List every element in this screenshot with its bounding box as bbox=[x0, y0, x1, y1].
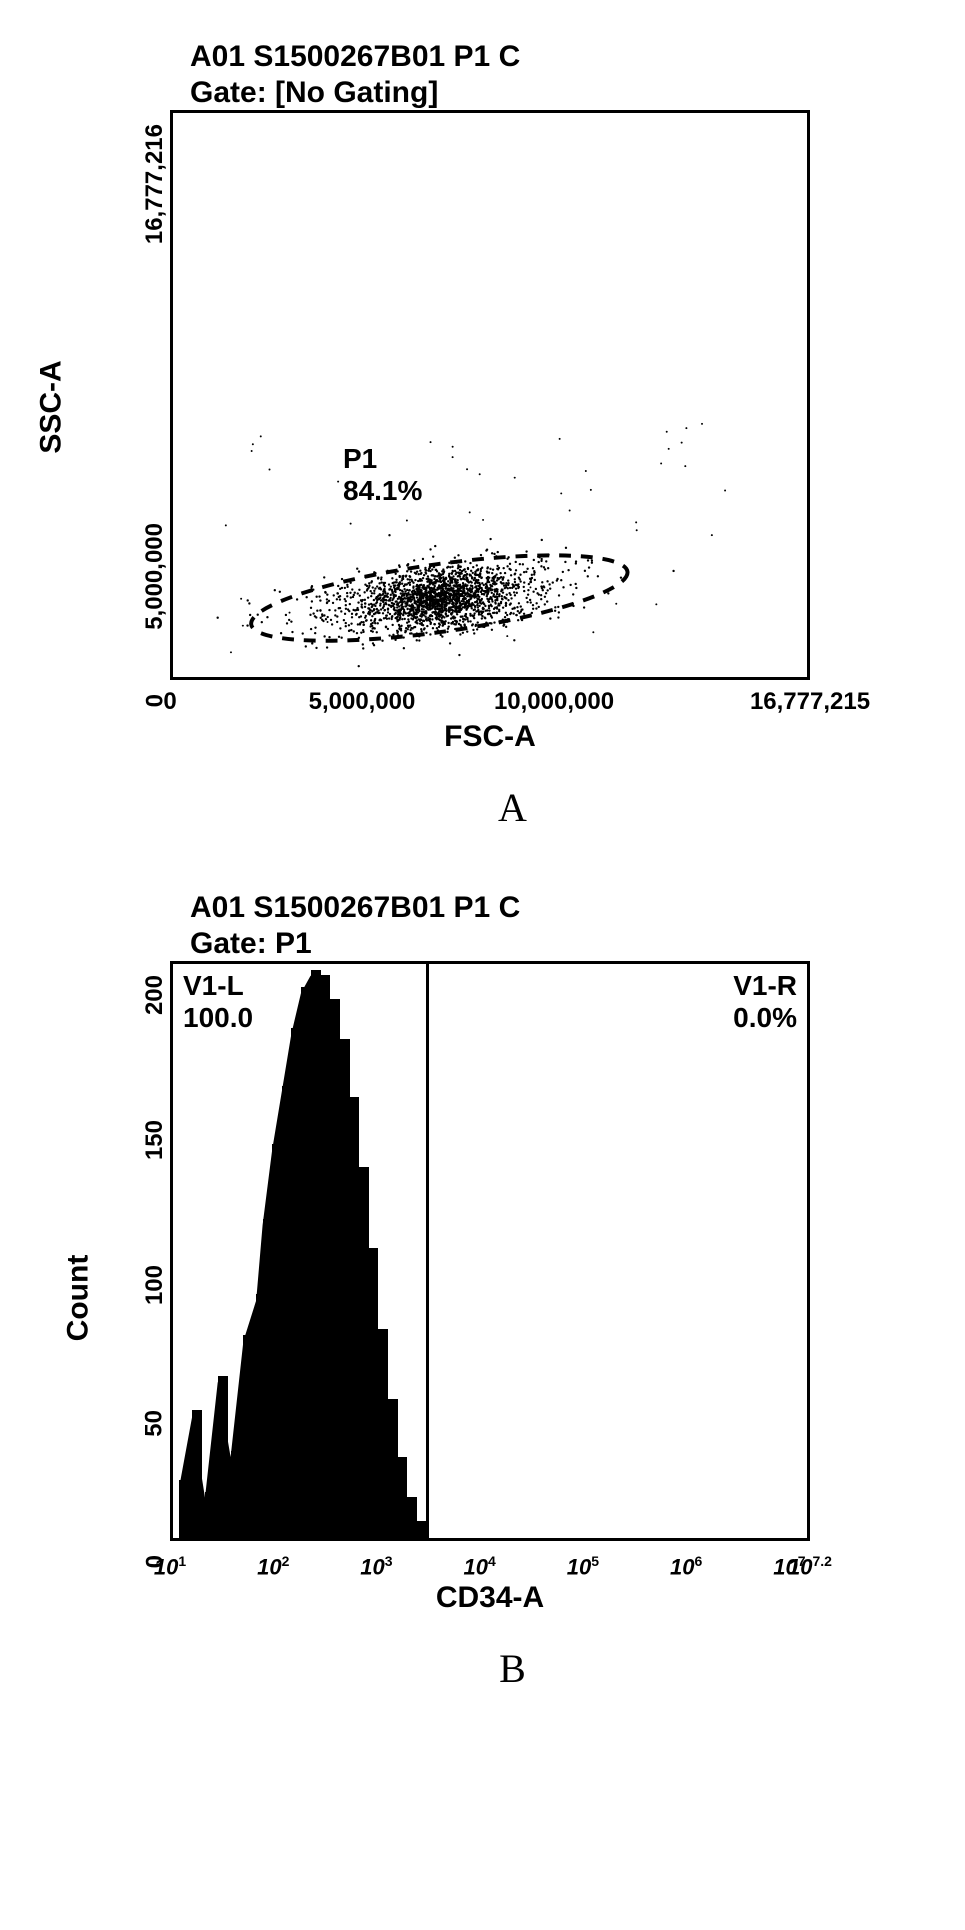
panel-a-plot-area: P1 84.1% bbox=[170, 110, 810, 680]
panel-b-xlabel: CD34-A bbox=[170, 1581, 810, 1615]
panel-a-xlabel: FSC-A bbox=[170, 720, 810, 754]
gate-ellipse bbox=[173, 113, 807, 677]
panel-a-y-ticks: 05,000,00016,777,216 bbox=[80, 110, 165, 680]
panel-b-letter: B bbox=[80, 1645, 945, 1692]
panel-b: A01 S1500267B01 P1 C Gate: P1 Count V1-L… bbox=[80, 891, 945, 1692]
region-divider bbox=[426, 964, 429, 1538]
panel-b-title2: Gate: P1 bbox=[190, 927, 945, 961]
panel-a: A01 S1500267B01 P1 C Gate: [No Gating] S… bbox=[80, 40, 945, 831]
gate-percent-label: 84.1% bbox=[343, 475, 422, 507]
panel-b-title1: A01 S1500267B01 P1 C bbox=[190, 891, 945, 925]
panel-a-title1: A01 S1500267B01 P1 C bbox=[190, 40, 945, 74]
panel-b-plot-area: V1-L 100.0 V1-R 0.0% bbox=[170, 961, 810, 1541]
panel-a-title2: Gate: [No Gating] bbox=[190, 76, 945, 110]
panel-b-y-ticks: 050100150200 bbox=[80, 961, 165, 1541]
panel-a-plot-wrap: A01 S1500267B01 P1 C Gate: [No Gating] S… bbox=[170, 40, 945, 754]
panel-a-ylabel: SSC-A bbox=[35, 360, 69, 453]
panel-a-letter: A bbox=[80, 784, 945, 831]
panel-b-plot-wrap: A01 S1500267B01 P1 C Gate: P1 Count V1-L… bbox=[170, 891, 945, 1615]
gate-name-label: P1 bbox=[343, 443, 377, 475]
